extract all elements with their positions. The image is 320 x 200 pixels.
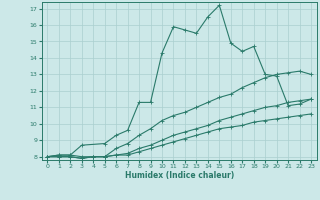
X-axis label: Humidex (Indice chaleur): Humidex (Indice chaleur) [124,171,234,180]
